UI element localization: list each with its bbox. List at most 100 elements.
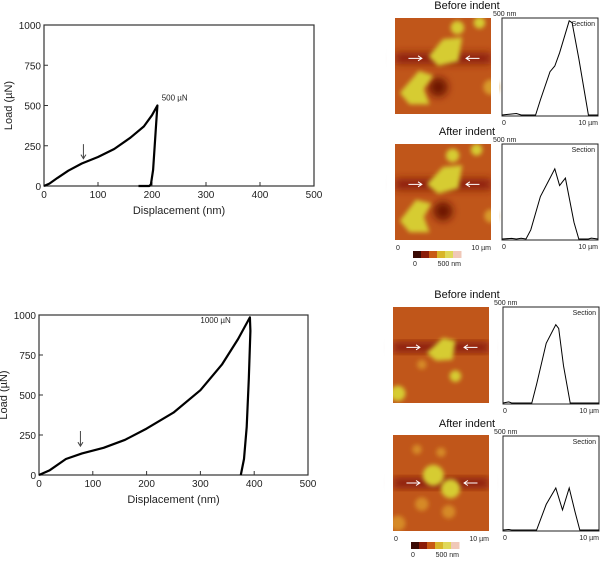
height-colorbar-2: 0 500 nm [411, 542, 460, 559]
section-legend: Section [572, 21, 595, 28]
afm-particle [441, 479, 461, 499]
x-tick-label: 200 [138, 479, 155, 490]
section-x-start: 0 [502, 244, 506, 251]
y-tick-label: 0 [30, 471, 36, 482]
mask [385, 531, 497, 539]
height-scale-label: 500 nm [493, 137, 517, 144]
mask [491, 144, 499, 240]
afm-features [390, 337, 462, 402]
section-legend: Section [572, 147, 595, 154]
afm-particle [436, 447, 446, 458]
afm-particle [426, 337, 456, 361]
afm-particle [399, 199, 432, 233]
afm-particle [415, 497, 429, 511]
afm-particle [450, 20, 465, 35]
panel-title: Before indent [434, 289, 499, 301]
afm-topography [393, 477, 489, 489]
colorbar-min-label: 0 [413, 261, 417, 268]
peak-load-annotation: 1000 µN [200, 316, 231, 325]
arrow-head-icon [80, 154, 87, 160]
section-x-start: 0 [502, 120, 506, 127]
afm-height-image-2: 0 10 µm [387, 136, 499, 252]
left-arrow-icon [463, 344, 478, 351]
mask [385, 307, 393, 403]
x-tick-label: 0 [36, 479, 42, 490]
y-tick-label: 500 [19, 391, 36, 402]
colorbar-segment [435, 542, 444, 549]
afm-particle [412, 444, 422, 455]
afm-particle [473, 17, 486, 29]
colorbar-segment [421, 251, 430, 258]
arrow-head-icon [77, 441, 84, 448]
section-frame [501, 17, 599, 117]
section-line [501, 20, 598, 116]
colorbar-segment [437, 251, 446, 258]
afm-depression [433, 201, 453, 221]
y-tick-label: 750 [19, 351, 36, 362]
afm-particle [428, 37, 463, 66]
afm-particle [390, 385, 406, 402]
y-tick-label: 250 [19, 431, 36, 442]
right-arrow-icon [408, 181, 423, 188]
mask [387, 136, 499, 144]
mask [387, 18, 395, 114]
section-line [502, 486, 599, 531]
afm-features [399, 17, 499, 105]
panel-title: After indent [439, 126, 495, 138]
afm-height-image-4: 0 10 µm [385, 427, 497, 543]
height-colorbar-1: 0 500 nm [413, 251, 462, 268]
afm-particle [441, 505, 456, 519]
mask [385, 435, 393, 531]
x-tick-label: 400 [246, 479, 263, 490]
colorbar-segment [427, 542, 436, 549]
load-displacement-chart-2: 0 100 200 300 400 500 0 250 500 750 1000 Displaceme… [0, 311, 317, 506]
x-tick-label: 300 [198, 190, 215, 201]
x-tick-label: 400 [252, 190, 269, 201]
x-tick-label: 300 [192, 479, 209, 490]
section-x-end: 10 µm [579, 408, 599, 415]
afm-particle [470, 144, 483, 156]
y-tick-label: 1000 [14, 311, 37, 322]
afm-depression [428, 77, 448, 97]
afm-height-image-1 [387, 10, 499, 122]
mask [387, 10, 499, 18]
load-displacement-chart-1: 0 100 200 300 400 500 0 250 500 750 1000 Displaceme… [3, 21, 323, 217]
colorbar-segment [413, 251, 422, 258]
section-line [501, 167, 599, 240]
right-arrow-icon [406, 480, 421, 486]
series-line-load-displacement [43, 104, 159, 188]
left-arrow-icon [465, 55, 480, 62]
colorbar-segment [429, 251, 438, 258]
mask [489, 435, 497, 531]
section-frame [501, 143, 599, 241]
afm-particle [417, 359, 427, 370]
afm-particle [390, 515, 406, 531]
afm-height-image-3 [385, 299, 497, 411]
x-tick-label: 100 [84, 479, 101, 490]
section-frame [502, 435, 600, 532]
image-axis-end: 10 µm [469, 536, 489, 543]
right-arrow-icon [406, 344, 421, 351]
x-axis-label: Displacement (nm) [133, 205, 225, 217]
colorbar-segment [443, 542, 452, 549]
x-tick-label: 100 [90, 190, 107, 201]
image-axis-end: 10 µm [471, 245, 491, 252]
panel-title: Before indent [434, 0, 499, 12]
mask [387, 144, 395, 240]
section-x-start: 0 [503, 535, 507, 542]
section-legend: Section [573, 310, 596, 317]
colorbar-min-label: 0 [411, 552, 415, 559]
x-axis-label: Displacement (nm) [127, 494, 219, 506]
mask [385, 427, 497, 435]
colorbar-segment [453, 251, 462, 258]
y-tick-label: 250 [24, 142, 41, 153]
mask [385, 403, 497, 411]
section-frame [502, 306, 600, 405]
y-tick-label: 0 [35, 182, 41, 193]
y-axis-label: Load (µN) [0, 370, 10, 419]
image-axis-start: 0 [394, 536, 398, 543]
